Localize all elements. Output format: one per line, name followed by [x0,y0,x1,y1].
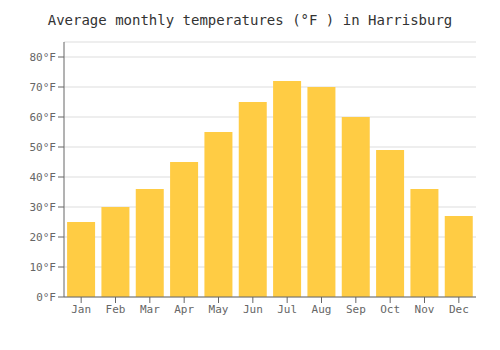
svg-text:0°F: 0°F [36,291,56,304]
svg-text:Jun: Jun [243,303,263,316]
svg-text:40°F: 40°F [30,171,57,184]
svg-text:May: May [209,303,229,316]
svg-text:50°F: 50°F [30,141,57,154]
svg-text:Aug: Aug [312,303,332,316]
svg-text:Jul: Jul [277,303,297,316]
svg-text:80°F: 80°F [30,51,57,64]
svg-text:Feb: Feb [106,303,126,316]
svg-text:Dec: Dec [449,303,469,316]
svg-text:Mar: Mar [140,303,160,316]
svg-text:Jan: Jan [71,303,91,316]
svg-text:70°F: 70°F [30,81,57,94]
svg-text:20°F: 20°F [30,231,57,244]
svg-text:Oct: Oct [380,303,400,316]
svg-text:30°F: 30°F [30,201,57,214]
svg-text:Sep: Sep [346,303,366,316]
svg-text:10°F: 10°F [30,261,57,274]
svg-text:60°F: 60°F [30,111,57,124]
html-text:Average monthly temperatures (: Average monthly temperatures (°F ) in Ha… [47,12,453,28]
svg-text:Apr: Apr [174,303,194,316]
svg-text:Nov: Nov [415,303,435,316]
